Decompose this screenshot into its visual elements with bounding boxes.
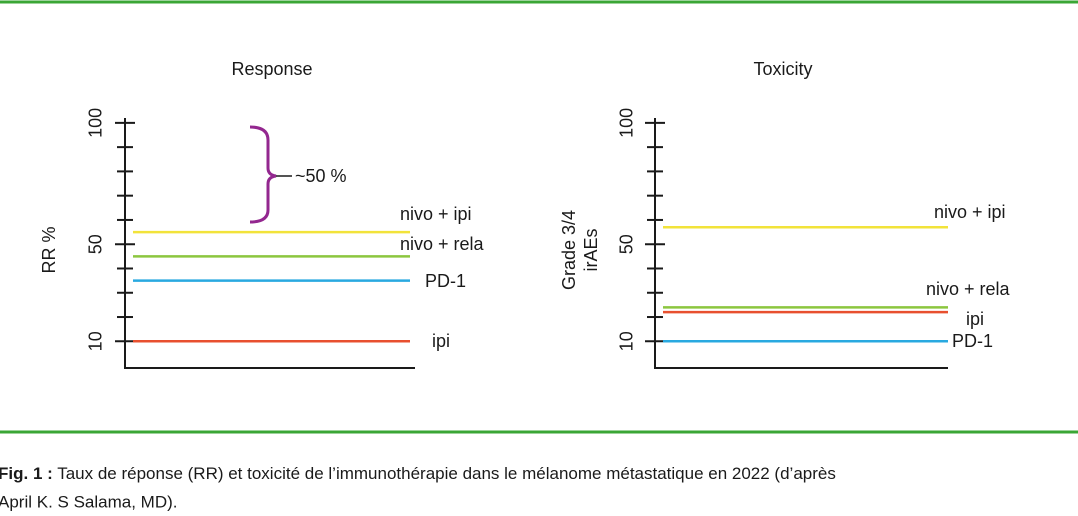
y-tick-label: 50 <box>617 234 637 254</box>
series-label: nivo + rela <box>400 234 485 254</box>
series-label: nivo + ipi <box>400 204 472 224</box>
chart-title: Toxicity <box>753 59 812 79</box>
y-axis-label: RR % <box>39 226 59 273</box>
brace <box>249 125 277 224</box>
chart-title: Response <box>231 59 312 79</box>
caption-label: Fig. 1 : <box>0 464 53 483</box>
caption-text: April K. S Salama, MD). <box>0 492 178 511</box>
y-tick-label: 10 <box>86 331 106 351</box>
y-axis-label: irAEs <box>581 228 601 271</box>
series-label: nivo + ipi <box>934 202 1006 222</box>
caption: Fig. 1 : Taux de réponse (RR) et toxicit… <box>0 464 836 483</box>
series-label: PD-1 <box>952 331 993 351</box>
y-tick-label: 100 <box>617 108 637 138</box>
series-label: ipi <box>966 309 984 329</box>
series-label: ipi <box>432 331 450 351</box>
caption-text: Taux de réponse (RR) et toxicité de l’im… <box>57 464 836 483</box>
y-tick-label: 10 <box>617 331 637 351</box>
y-axis-label: Grade 3/4 <box>559 210 579 290</box>
series-label: nivo + rela <box>926 279 1011 299</box>
series-label: PD-1 <box>425 271 466 291</box>
y-tick-label: 50 <box>86 234 106 254</box>
y-tick-label: 100 <box>86 108 106 138</box>
annotation: ~50 % <box>295 166 347 186</box>
